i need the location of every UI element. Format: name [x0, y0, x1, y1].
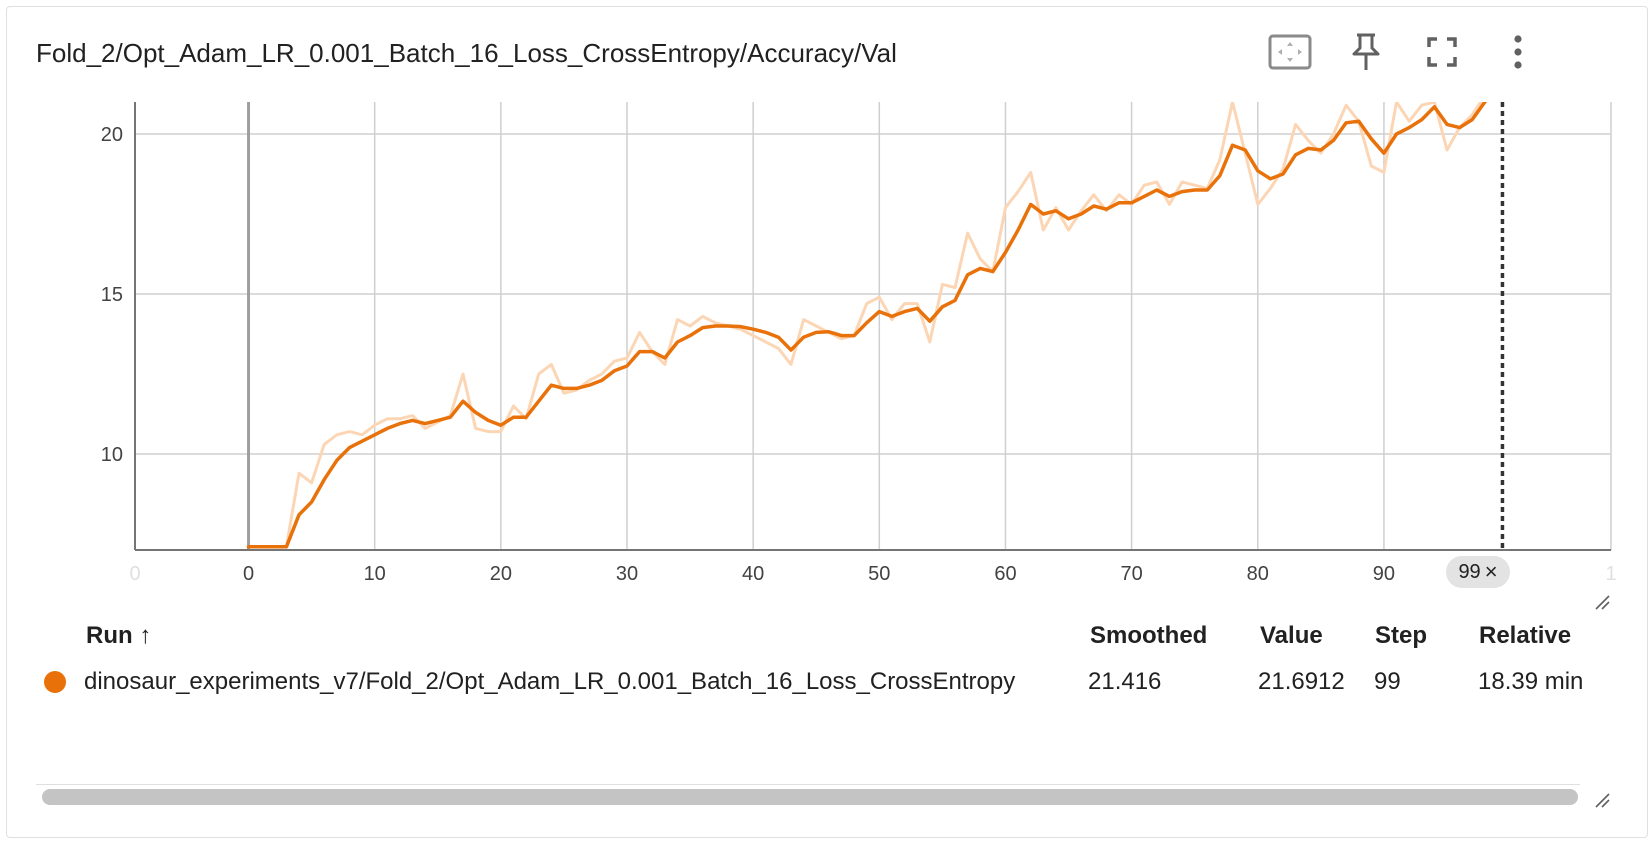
more-menu-button[interactable]	[1490, 28, 1546, 76]
x-tick-label: 50	[868, 563, 890, 585]
col-header-value[interactable]: Value	[1260, 622, 1323, 649]
x-tick-label: 20	[490, 563, 512, 585]
smoothed-series-line	[246, 102, 1488, 549]
fit-domain-button[interactable]	[1262, 28, 1318, 76]
pin-button[interactable]	[1338, 28, 1394, 76]
card-title: Fold_2/Opt_Adam_LR_0.001_Batch_16_Loss_C…	[36, 38, 897, 68]
x-tick-label: 70	[1120, 563, 1142, 585]
y-tick-label: 15	[101, 284, 123, 306]
x-tick-label: 40	[742, 563, 764, 585]
col-header-step[interactable]: Step	[1375, 622, 1428, 649]
x-tick-label: 80	[1247, 563, 1269, 585]
x-tick-label: 30	[616, 563, 638, 585]
horizontal-scrollbar-track[interactable]	[36, 784, 1580, 808]
fit-domain-icon	[1268, 34, 1312, 70]
col-header-smoothed[interactable]: Smoothed	[1090, 622, 1208, 649]
x-tick-label: 10	[364, 563, 386, 585]
x-tick-label: 0	[129, 563, 140, 585]
horizontal-scrollbar-thumb[interactable]	[42, 789, 1578, 805]
y-tick-label: 20	[101, 124, 123, 146]
smoothed-value: 21.416	[1088, 668, 1162, 695]
x-tick-label: 60	[994, 563, 1016, 585]
fullscreen-icon	[1427, 37, 1457, 67]
x-tick-label: 1	[1605, 563, 1616, 585]
raw-value: 21.6912	[1258, 668, 1345, 695]
fullscreen-button[interactable]	[1414, 28, 1470, 76]
more-vert-icon	[1514, 35, 1522, 69]
col-header-relative[interactable]: Relative	[1479, 622, 1572, 649]
pin-icon	[1352, 33, 1380, 70]
step-cursor-label: 99	[1458, 560, 1481, 583]
relative-value: 18.39 min	[1478, 668, 1584, 695]
raw-series-line	[247, 102, 1483, 549]
run-name: dinosaur_experiments_v7/Fold_2/Opt_Adam_…	[84, 668, 1016, 695]
x-tick-label: 0	[243, 563, 254, 585]
run-color-dot	[44, 671, 66, 693]
step-value: 99	[1374, 668, 1401, 695]
line-chart[interactable]: 0 0 10 20 30 40 50 60 70 80 90 1 10 15 20	[0, 0, 1648, 600]
close-icon[interactable]: ×	[1484, 559, 1498, 584]
y-tick-label: 10	[101, 444, 123, 466]
col-header-run[interactable]: Run ↑	[86, 622, 152, 649]
step-cursor-chip[interactable]: 99 ×	[1446, 556, 1510, 588]
table-resize-icon[interactable]	[1594, 792, 1610, 808]
x-tick-label: 90	[1373, 563, 1395, 585]
chart-resize-icon[interactable]	[1594, 594, 1610, 610]
